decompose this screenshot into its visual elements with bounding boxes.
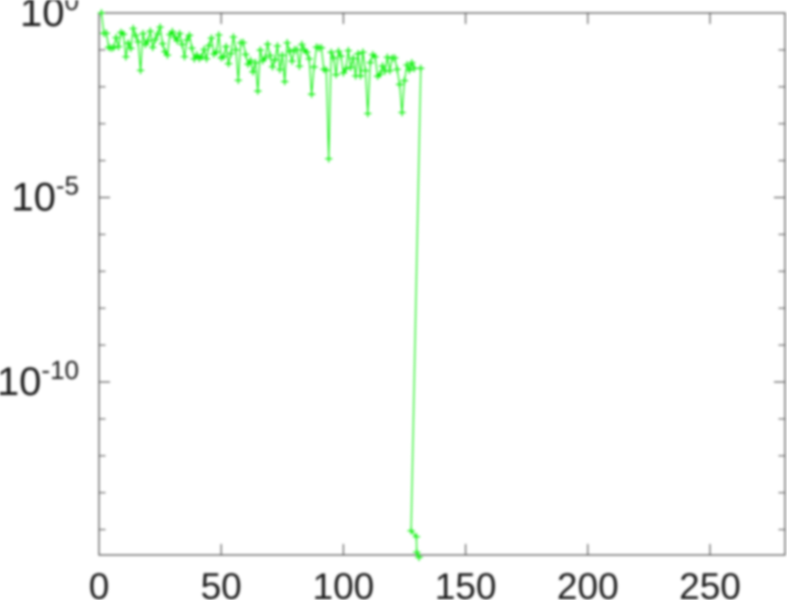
- svg-text:200: 200: [557, 566, 619, 600]
- svg-text:100: 100: [20, 0, 79, 35]
- svg-text:0: 0: [89, 566, 110, 600]
- svg-text:10-10: 10-10: [0, 355, 79, 404]
- svg-text:250: 250: [679, 566, 741, 600]
- svg-text:150: 150: [435, 566, 497, 600]
- svg-text:10-5: 10-5: [11, 171, 79, 220]
- svg-text:100: 100: [313, 566, 375, 600]
- svg-text:50: 50: [201, 566, 242, 600]
